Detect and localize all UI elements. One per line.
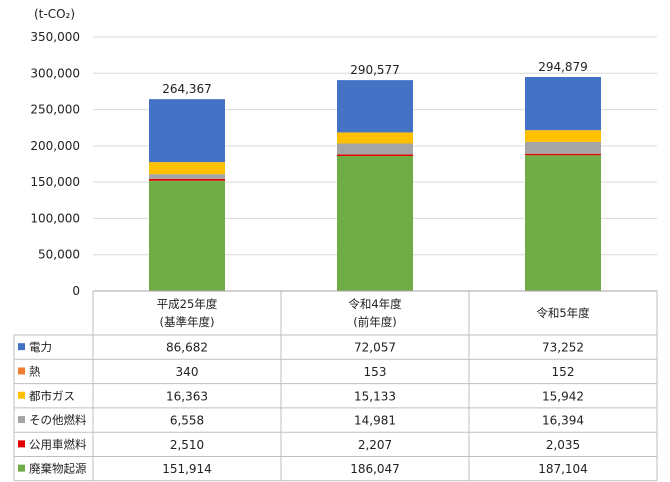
y-tick-label: 250,000 [30, 103, 80, 117]
table-value: 15,942 [542, 389, 584, 403]
bar-segment [337, 143, 413, 155]
bar-segment [149, 99, 225, 163]
x-category-label: (前年度) [353, 315, 396, 329]
y-tick-label: 0 [72, 284, 80, 298]
legend-label: 都市ガス [29, 389, 75, 403]
table-value: 340 [176, 365, 199, 379]
y-axis-tick-labels: 0 50,000 100,000 150,000 200,000 250,000 300,0… [30, 30, 80, 298]
legend-swatch [18, 391, 25, 399]
legend-label: 電力 [29, 340, 52, 354]
table-value: 86,682 [166, 341, 208, 355]
bar-segment [525, 141, 601, 154]
bar-segment [337, 155, 413, 291]
bar-segment [525, 153, 601, 156]
table-value: 187,104 [538, 462, 588, 476]
table-value: 153 [364, 365, 387, 379]
table-value: 15,133 [354, 389, 396, 403]
bar-segment [525, 155, 601, 291]
y-tick-label: 200,000 [30, 139, 80, 153]
legend-swatch [18, 440, 25, 448]
bar-segment [525, 77, 601, 131]
y-tick-label: 100,000 [30, 211, 80, 225]
y-tick-label: 150,000 [30, 175, 80, 189]
table-value: 14,981 [354, 414, 396, 428]
table-value: 2,035 [546, 438, 580, 452]
table-value: 186,047 [350, 462, 400, 476]
table-value: 2,510 [170, 438, 204, 452]
y-tick-label: 50,000 [38, 248, 80, 262]
x-category-label: 平成25年度 [157, 297, 218, 311]
x-category-label: 令和5年度 [536, 306, 590, 320]
legend-label: その他燃料 [29, 413, 87, 427]
bar-segment [337, 80, 413, 133]
total-label: 294,879 [538, 60, 588, 74]
table-value: 72,057 [354, 341, 396, 355]
table-value: 2,207 [358, 438, 392, 452]
bar-segment [337, 154, 413, 156]
legend-swatch [18, 367, 25, 375]
unit-label: (t-CO₂) [34, 7, 75, 21]
table-value: 152 [552, 365, 575, 379]
y-tick-label: 300,000 [30, 66, 80, 80]
total-label: 290,577 [350, 63, 400, 77]
legend-label: 廃棄物起源 [29, 462, 87, 476]
y-tick-label: 350,000 [30, 30, 80, 44]
bar-segment [149, 180, 225, 291]
table-value: 151,914 [162, 462, 212, 476]
bars [149, 77, 601, 291]
x-category-label: 令和4年度 [348, 297, 402, 311]
x-category-label: (基準年度) [160, 315, 215, 329]
table-value: 16,394 [542, 414, 584, 428]
bar-segment [149, 174, 225, 179]
legend-swatch [18, 464, 25, 472]
total-labels: 264,367 290,577 294,879 [162, 60, 588, 96]
bar-segment [149, 178, 225, 181]
legend-label: 公用車燃料 [29, 437, 87, 451]
table-value: 6,558 [170, 414, 204, 428]
bar-segment [149, 162, 225, 175]
legend-swatch [18, 343, 25, 351]
legend-swatch [18, 416, 25, 424]
bar-segment [337, 132, 413, 144]
table-value: 73,252 [542, 341, 584, 355]
legend-label: 熱 [29, 364, 41, 378]
bar-segment [525, 130, 601, 142]
total-label: 264,367 [162, 82, 212, 96]
table-value: 16,363 [166, 389, 208, 403]
